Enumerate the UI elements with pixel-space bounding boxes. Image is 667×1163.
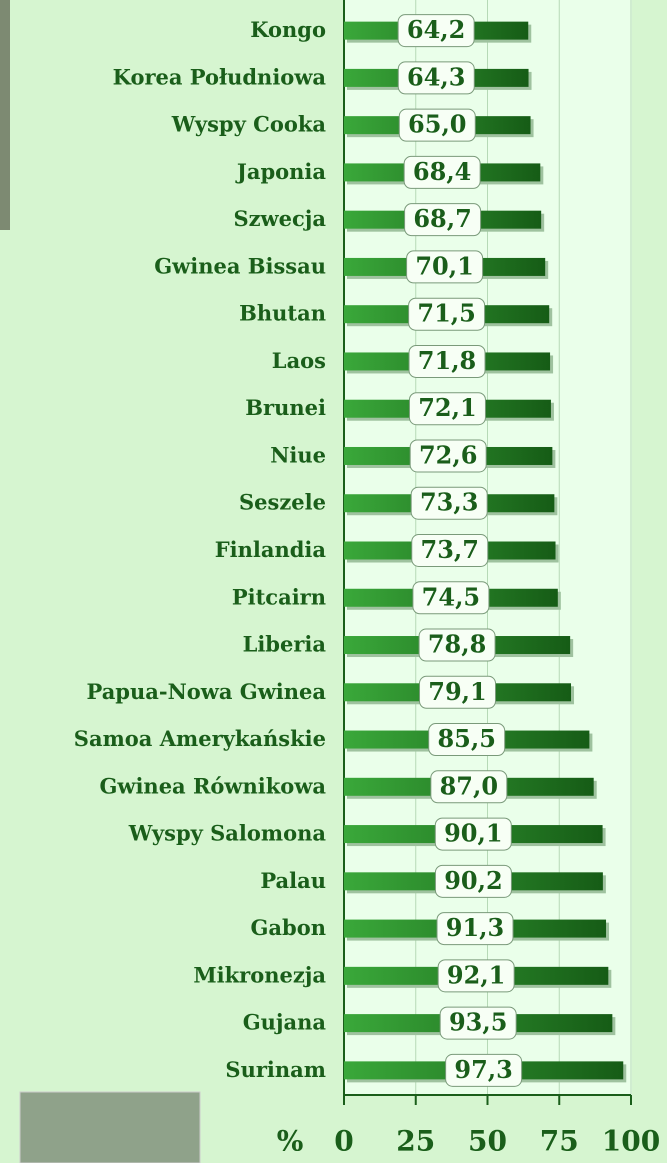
value-label: 97,3 [454, 1055, 512, 1084]
x-axis-label: % [277, 1125, 304, 1158]
value-label: 68,7 [413, 204, 471, 233]
y-tick-label: Palau [260, 868, 326, 893]
y-tick-label: Laos [272, 348, 326, 373]
y-tick-label: Gujana [243, 1010, 327, 1035]
value-label: 72,6 [419, 440, 477, 469]
x-tick-label: 0 [334, 1125, 353, 1158]
y-tick-label: Liberia [243, 632, 327, 657]
x-tick-label: 75 [540, 1125, 579, 1158]
y-tick-label: Kongo [250, 17, 326, 42]
value-label: 85,5 [437, 724, 495, 753]
x-tick-label: 25 [396, 1125, 435, 1158]
x-tick-label: 50 [468, 1125, 507, 1158]
value-label: 64,3 [407, 62, 465, 91]
value-label: 93,5 [449, 1008, 507, 1037]
value-label: 71,8 [418, 346, 476, 375]
y-tick-label: Samoa Amerykańskie [74, 726, 326, 751]
y-tick-label: Mikronezja [193, 962, 326, 987]
y-tick-label: Gwinea Równikowa [99, 773, 326, 798]
y-tick-label: Szwecja [233, 206, 326, 231]
y-tick-label: Surinam [225, 1057, 326, 1082]
photo-strip [0, 0, 10, 230]
y-tick-label: Papua-Nowa Gwinea [86, 679, 326, 704]
y-tick-label: Seszele [239, 490, 326, 515]
y-tick-label: Pitcairn [232, 584, 326, 609]
value-label: 74,5 [422, 582, 480, 611]
y-tick-label: Gwinea Bissau [154, 253, 326, 278]
value-label: 64,2 [407, 15, 465, 44]
value-label: 72,1 [418, 393, 476, 422]
value-label: 68,4 [413, 157, 471, 186]
y-tick-label: Bhutan [239, 301, 326, 326]
value-label: 78,8 [428, 630, 486, 659]
x-tick-label: 100 [602, 1125, 660, 1158]
y-tick-label: Korea Południowa [113, 64, 327, 89]
y-tick-label: Finlandia [215, 537, 327, 562]
value-label: 73,3 [420, 488, 478, 517]
value-label: 73,7 [421, 535, 479, 564]
value-label: 87,0 [440, 771, 498, 800]
value-label: 90,1 [444, 819, 502, 848]
y-tick-label: Gabon [251, 915, 327, 940]
y-tick-label: Wyspy Salomona [128, 821, 327, 846]
logo-image [20, 1092, 200, 1163]
y-tick-label: Japonia [235, 159, 326, 184]
y-tick-label: Brunei [245, 395, 326, 420]
value-label: 70,1 [415, 251, 473, 280]
y-tick-label: Wyspy Cooka [171, 112, 327, 137]
value-label: 91,3 [446, 913, 504, 942]
value-label: 79,1 [428, 677, 486, 706]
value-label: 65,0 [408, 110, 466, 139]
value-label: 90,2 [444, 866, 502, 895]
value-label: 71,5 [417, 299, 475, 328]
value-label: 92,1 [447, 960, 505, 989]
y-tick-label: Niue [270, 442, 326, 467]
chart: % 0 25 50 75 100 Kongo 64,2 Korea Południowa 64,… [0, 0, 667, 1163]
